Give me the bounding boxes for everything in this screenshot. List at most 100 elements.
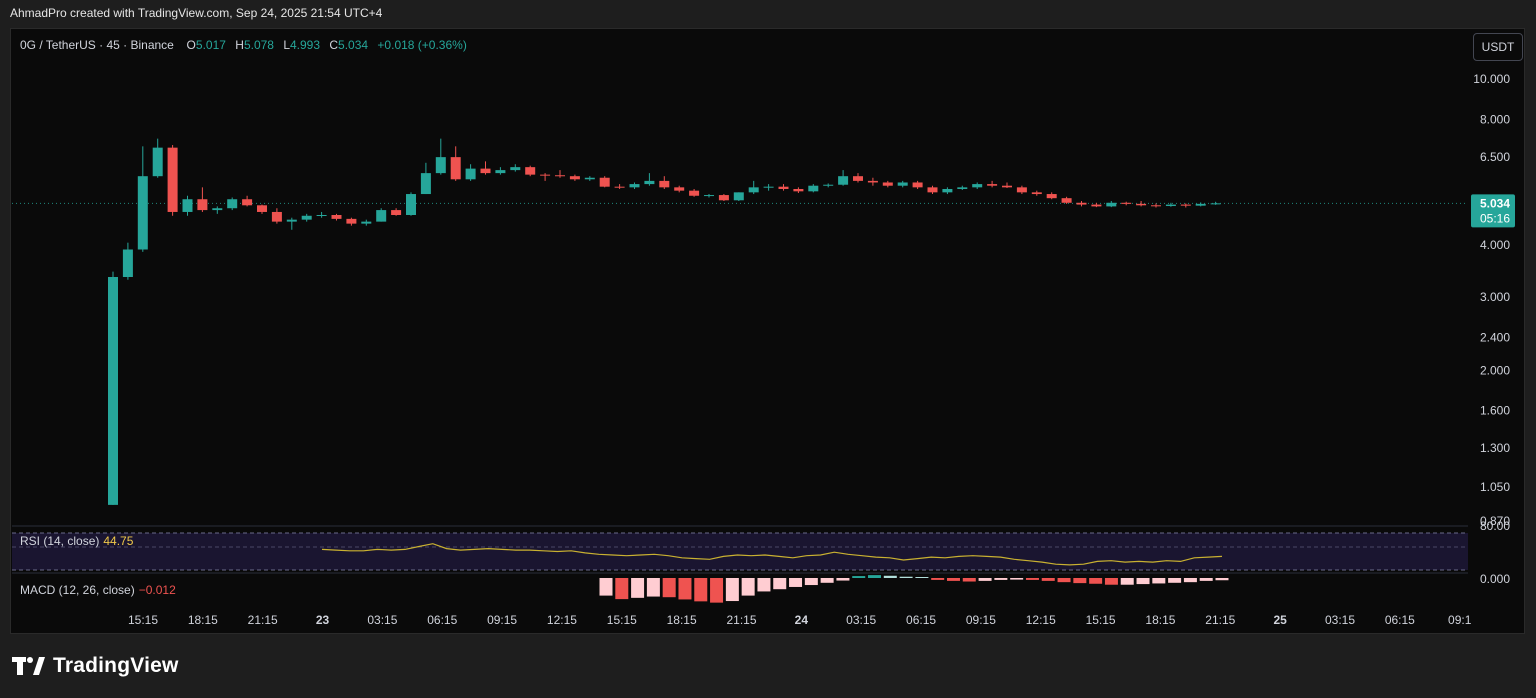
price-tick-label: 10.000 <box>1473 72 1510 86</box>
macd-histogram-bar <box>1199 578 1213 581</box>
macd-legend[interactable]: MACD (12, 26, close) −0.012 <box>20 583 176 597</box>
candle <box>808 184 819 193</box>
price-tick-label: 1.600 <box>1480 404 1510 418</box>
price-tick-label: 4.000 <box>1480 238 1510 252</box>
symbol-name[interactable]: 0G / TetherUS · 45 · Binance <box>20 38 174 52</box>
candle <box>629 182 640 189</box>
candle <box>346 217 357 226</box>
candle-body <box>212 208 223 211</box>
tradingview-logo-text: TradingView <box>53 654 179 677</box>
candle-body <box>406 194 416 215</box>
created-by-header: AhmadPro created with TradingView.com, S… <box>10 6 383 20</box>
close-value: 5.034 <box>338 38 369 52</box>
candle-body <box>569 176 580 180</box>
candle-body <box>853 176 863 181</box>
candle <box>1106 200 1117 208</box>
candle <box>510 164 521 172</box>
rsi-axis-tick: 80.00 <box>1480 519 1510 533</box>
candle <box>1151 203 1161 208</box>
tradingview-logo[interactable]: TradingView <box>12 654 179 678</box>
candle-body <box>137 176 148 250</box>
candle-body <box>331 214 342 219</box>
candle <box>674 185 685 193</box>
candle-body <box>1046 194 1057 199</box>
rsi-label: RSI (14, close) <box>20 534 100 548</box>
currency-button[interactable]: USDT <box>1473 33 1523 61</box>
candle-body <box>927 187 938 193</box>
candle <box>942 187 953 195</box>
candle <box>480 161 491 175</box>
candle-body <box>1136 203 1147 206</box>
candle-body <box>823 184 834 186</box>
candle <box>450 146 461 181</box>
macd-histogram-bar <box>915 577 929 578</box>
time-tick-label: 03:15 <box>846 613 876 627</box>
macd-histogram-bar <box>1215 578 1229 581</box>
macd-histogram-bar <box>757 578 771 592</box>
macd-histogram-bar <box>678 578 692 600</box>
candle <box>152 138 163 178</box>
macd-histogram-bar <box>1073 578 1087 584</box>
macd-axis-tick: 0.000 <box>1480 572 1510 586</box>
price-tick-label: 1.300 <box>1480 441 1510 455</box>
candle <box>555 170 565 178</box>
candle-body <box>748 187 759 193</box>
candle <box>1091 202 1102 208</box>
candle <box>644 173 655 186</box>
candle <box>1121 201 1132 206</box>
time-tick-label: 24 <box>795 613 809 627</box>
rsi-legend[interactable]: RSI (14, close) 44.75 <box>20 534 133 548</box>
candle <box>689 188 700 197</box>
candle <box>242 195 253 207</box>
candle <box>495 167 506 175</box>
candle <box>614 184 625 189</box>
macd-histogram-bar <box>978 578 992 581</box>
macd-histogram-bar <box>694 578 708 602</box>
candle <box>167 145 178 216</box>
candle <box>1016 185 1027 195</box>
macd-histogram-bar <box>599 578 613 596</box>
time-tick-label: 06:15 <box>906 613 936 627</box>
macd-histogram-bar <box>1120 578 1134 585</box>
rsi-line <box>321 543 1223 566</box>
candle <box>733 192 744 201</box>
price-tick-label: 6.500 <box>1480 150 1510 164</box>
candle <box>972 182 983 189</box>
candle-body <box>659 180 670 188</box>
candle <box>778 184 789 191</box>
macd-histogram-bar <box>1025 578 1039 580</box>
rsi-pane: 80.00 <box>12 519 1510 571</box>
rsi-value: 44.75 <box>103 534 134 548</box>
candle-body <box>912 182 923 188</box>
candle-body <box>152 147 163 177</box>
candle-body <box>897 182 908 186</box>
candle-body <box>108 276 118 505</box>
candle <box>897 180 908 188</box>
candle-body <box>495 170 506 174</box>
candle <box>197 187 208 212</box>
candle-body <box>689 190 700 196</box>
candle <box>525 165 536 177</box>
candle <box>793 187 804 194</box>
candle-body <box>629 184 640 188</box>
candle <box>1165 202 1176 207</box>
candle <box>301 213 312 222</box>
candle-body <box>122 249 133 277</box>
macd-histogram-bar <box>725 578 739 602</box>
candle-body <box>1121 202 1132 204</box>
candle <box>271 208 282 224</box>
open-label: O <box>186 38 196 52</box>
macd-histogram-bar <box>1057 578 1071 583</box>
macd-histogram-bar <box>883 575 897 578</box>
price-tick-label: 1.050 <box>1480 480 1510 494</box>
tradingview-logo-icon <box>12 657 45 675</box>
candle-body <box>376 210 387 222</box>
candle <box>957 185 968 190</box>
macd-histogram-bar <box>662 578 676 598</box>
time-tick-label: 06:15 <box>427 613 457 627</box>
countdown-label: 05:16 <box>1480 211 1510 225</box>
candle-body <box>271 211 282 222</box>
candle-body <box>316 214 327 216</box>
candle <box>1046 192 1057 200</box>
